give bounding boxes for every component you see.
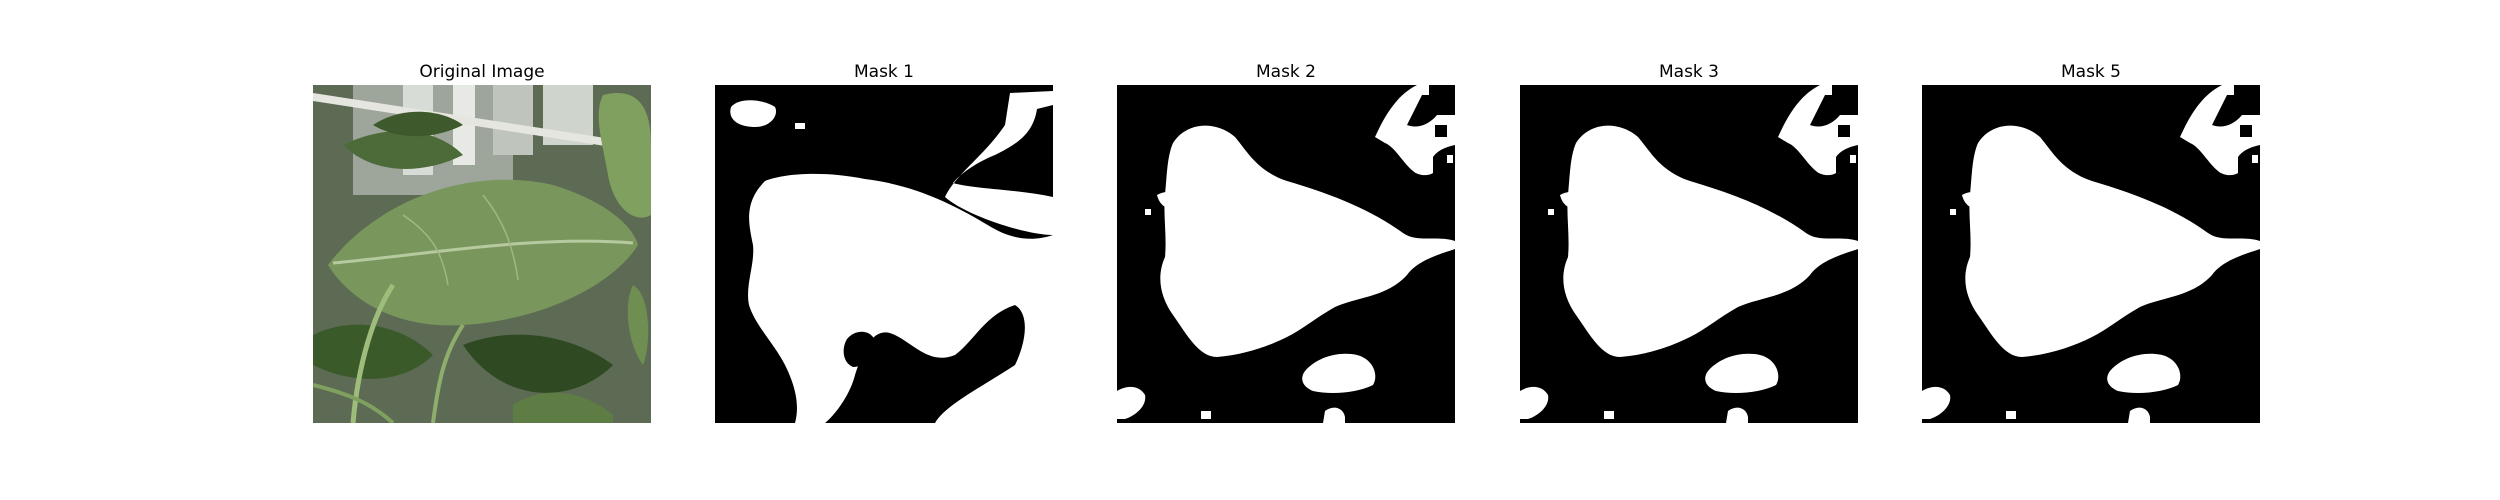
panel-title: Mask 3 bbox=[1658, 62, 1719, 82]
panel-title: Mask 5 bbox=[2060, 62, 2121, 82]
mask-5-image bbox=[1922, 85, 2260, 423]
mask-2-image bbox=[1117, 85, 1455, 423]
panel-title: Original Image bbox=[419, 62, 545, 82]
original-image bbox=[313, 85, 651, 423]
mask-3-image bbox=[1520, 85, 1858, 423]
mask-1-image bbox=[715, 85, 1053, 423]
panel-title: Mask 1 bbox=[853, 62, 914, 82]
panel-title: Mask 2 bbox=[1255, 62, 1316, 82]
